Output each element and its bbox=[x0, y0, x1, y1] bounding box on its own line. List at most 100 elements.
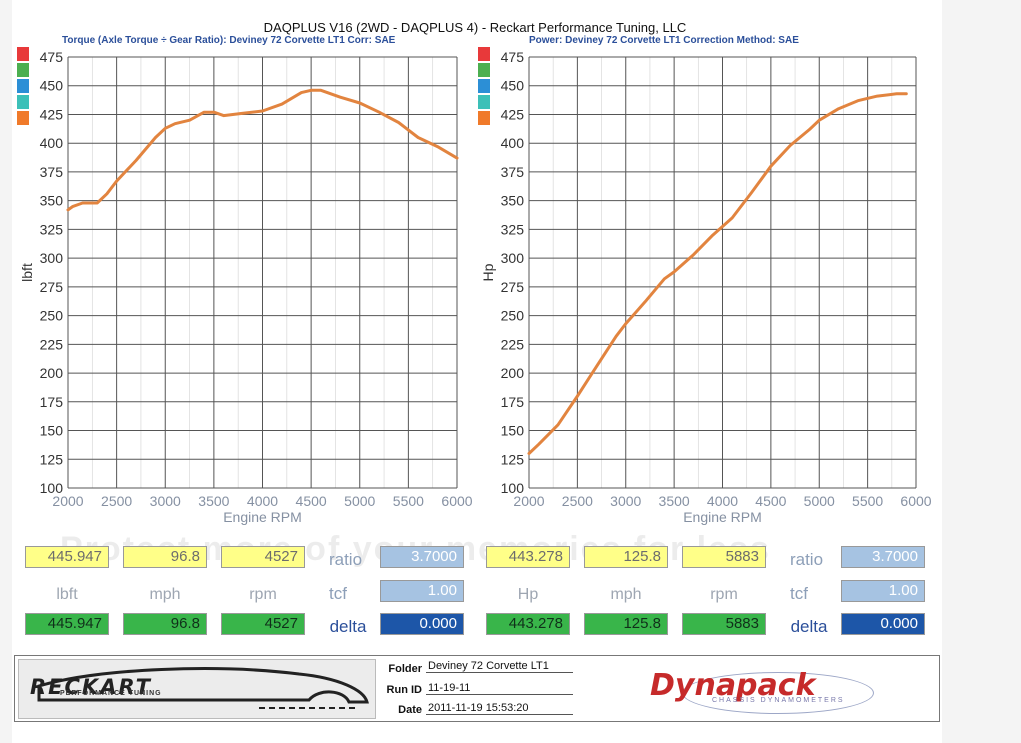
mph-value-bottom: 125.8 bbox=[584, 613, 668, 635]
series-line bbox=[527, 92, 908, 455]
swatch-green bbox=[478, 63, 490, 77]
data-point bbox=[895, 92, 898, 95]
x-tick-label: 2000 bbox=[52, 493, 83, 509]
x-tick-label: 3000 bbox=[150, 493, 181, 509]
data-point bbox=[576, 395, 579, 397]
swatch-red bbox=[478, 47, 490, 61]
data-point bbox=[106, 192, 108, 195]
y-tick-label: 350 bbox=[40, 193, 64, 209]
delta-label: delta bbox=[329, 617, 367, 636]
power-swatch-strip bbox=[478, 47, 490, 127]
lbft-unit-label: lbft bbox=[56, 586, 78, 603]
x-tick-label: 3000 bbox=[610, 493, 641, 509]
x-axis-title: Engine RPM bbox=[683, 509, 762, 525]
y-tick-label: 400 bbox=[501, 135, 525, 151]
data-point bbox=[222, 114, 225, 117]
mph-value-top: 125.8 bbox=[584, 546, 668, 568]
delta-label: delta bbox=[790, 617, 828, 636]
reckart-logo bbox=[18, 659, 376, 719]
rpm-value-top: 4527 bbox=[221, 546, 305, 568]
data-point bbox=[358, 102, 361, 104]
y-tick-label: 225 bbox=[40, 336, 64, 352]
y-tick-label: 375 bbox=[501, 164, 525, 180]
data-point bbox=[692, 253, 695, 256]
y-tick-label: 300 bbox=[501, 250, 525, 266]
rpm-unit-label: rpm bbox=[249, 586, 277, 603]
swatch-blue bbox=[478, 79, 490, 93]
y-tick-label: 175 bbox=[501, 394, 525, 410]
data-point bbox=[905, 92, 908, 95]
y-tick-label: 250 bbox=[501, 308, 525, 324]
logo-subtitle: PERFORMANCE TUNING bbox=[60, 690, 162, 697]
y-tick-label: 475 bbox=[40, 49, 64, 65]
data-point bbox=[96, 202, 98, 204]
x-tick-label: 5500 bbox=[393, 493, 424, 509]
y-tick-label: 175 bbox=[40, 394, 64, 410]
y-tick-label: 125 bbox=[40, 451, 64, 467]
data-point bbox=[154, 136, 157, 139]
data-point bbox=[203, 111, 205, 113]
power-value-top: 443.278 bbox=[486, 546, 570, 568]
x-tick-label: 4000 bbox=[247, 493, 278, 509]
y-tick-label: 125 bbox=[501, 451, 525, 467]
power-panel-title: Power: Deviney 72 Corvette LT1 Correctio… bbox=[529, 35, 799, 46]
data-point bbox=[81, 202, 84, 204]
y-tick-label: 325 bbox=[40, 221, 64, 237]
data-point bbox=[557, 423, 559, 426]
data-point bbox=[164, 127, 167, 130]
data-point bbox=[595, 365, 598, 367]
date-label: Date bbox=[398, 704, 422, 716]
delta-value: 0.000 bbox=[380, 613, 464, 635]
data-point bbox=[135, 159, 137, 162]
brand-logo: Dynapack bbox=[650, 668, 816, 703]
swatch-blue bbox=[17, 79, 29, 93]
swatch-orange bbox=[478, 111, 490, 125]
tcf-label: tcf bbox=[790, 584, 808, 603]
data-point bbox=[770, 165, 772, 167]
swatch-green bbox=[17, 63, 29, 77]
logo-text: RECKART bbox=[30, 675, 153, 699]
data-point bbox=[808, 128, 811, 131]
ratio-value: 3.7000 bbox=[380, 546, 464, 568]
data-point bbox=[750, 191, 753, 194]
tcf-value: 1.00 bbox=[841, 580, 925, 602]
power-value-bottom: 443.278 bbox=[486, 613, 570, 635]
data-point bbox=[624, 322, 627, 325]
x-tick-label: 3500 bbox=[198, 493, 229, 509]
swatch-orange bbox=[17, 111, 29, 125]
runid-value: 11-19-11 bbox=[426, 682, 573, 695]
y-axis-title: Hp bbox=[480, 263, 496, 281]
rpm-value-top: 5883 bbox=[682, 546, 766, 568]
y-tick-label: 450 bbox=[40, 78, 64, 94]
data-point bbox=[876, 95, 879, 97]
y-tick-label: 375 bbox=[40, 164, 64, 180]
data-point bbox=[310, 89, 312, 92]
hp-unit-label: Hp bbox=[517, 586, 539, 603]
y-tick-label: 350 bbox=[501, 193, 525, 209]
data-point bbox=[378, 111, 381, 113]
x-tick-label: 5500 bbox=[852, 493, 883, 509]
data-point bbox=[673, 271, 675, 273]
data-point bbox=[281, 103, 283, 105]
x-tick-label: 5000 bbox=[804, 493, 835, 509]
torque-swatch-strip bbox=[17, 47, 29, 127]
x-axis-title: Engine RPM bbox=[223, 509, 302, 525]
data-point bbox=[712, 234, 714, 236]
data-point bbox=[644, 301, 646, 303]
data-point bbox=[731, 217, 733, 219]
y-tick-label: 275 bbox=[501, 279, 525, 295]
data-point bbox=[300, 91, 303, 94]
y-tick-label: 200 bbox=[40, 365, 64, 381]
y-tick-label: 225 bbox=[501, 336, 525, 352]
brand-subtitle: CHASSIS DYNAMOMETERS bbox=[712, 697, 845, 704]
data-point bbox=[615, 335, 617, 338]
y-tick-label: 150 bbox=[501, 423, 525, 439]
y-tick-label: 425 bbox=[40, 106, 64, 122]
ratio-label: ratio bbox=[328, 550, 363, 569]
torque-value-top: 445.947 bbox=[25, 546, 109, 568]
y-tick-label: 325 bbox=[501, 221, 525, 237]
data-point bbox=[857, 99, 859, 102]
data-point bbox=[436, 145, 439, 148]
y-tick-label: 400 bbox=[40, 135, 64, 151]
y-tick-label: 100 bbox=[40, 480, 64, 496]
